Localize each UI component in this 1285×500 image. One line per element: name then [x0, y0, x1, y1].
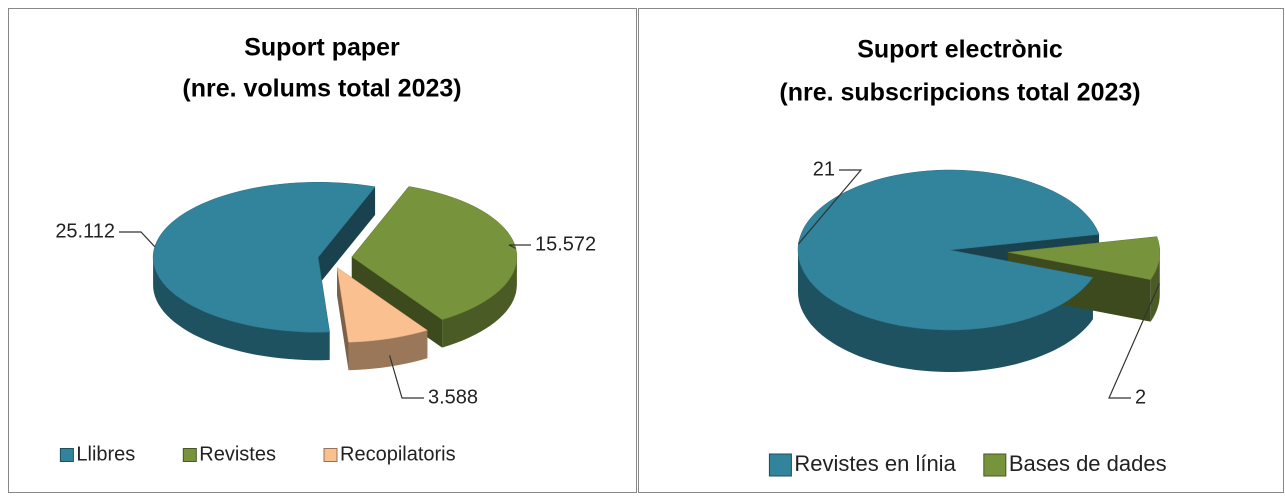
slice: [1007, 236, 1161, 280]
chart-title: Suport electrònic: [857, 36, 1063, 64]
legend-swatch: [182, 448, 197, 462]
slice-side: [348, 330, 428, 371]
slice: [152, 181, 376, 333]
legend-label: Revistes: [199, 443, 276, 465]
slice-side: [442, 256, 517, 348]
legend-label: Revistes en línia: [794, 451, 956, 476]
legend-label: Recopilatoris: [340, 443, 456, 465]
data-label: 25.112: [55, 220, 115, 242]
slice-side: [798, 250, 1093, 372]
slice-side: [337, 267, 349, 371]
legend-label: Bases de dades: [1009, 451, 1167, 476]
data-label: 21: [813, 158, 835, 180]
slice-side: [153, 257, 330, 361]
slice: [336, 266, 428, 343]
chart-title: (nre. subscripcions total 2023): [779, 79, 1140, 107]
legend-swatch: [983, 453, 1007, 477]
slice-side: [1150, 252, 1160, 322]
legend-label: Llibres: [76, 443, 135, 465]
data-label: 15.572: [535, 233, 596, 255]
chart-title: (nre. volums total 2023): [182, 75, 461, 103]
legend-swatch: [323, 448, 338, 462]
leader-line: [508, 244, 531, 249]
data-label: 3.588: [428, 386, 478, 408]
chart-title: Suport paper: [244, 34, 400, 62]
legend-swatch: [768, 453, 792, 477]
leader-line: [389, 355, 424, 399]
legend-swatch: [59, 448, 74, 462]
leader-line: [1108, 283, 1160, 399]
leader-line: [797, 169, 863, 245]
data-label: 2: [1135, 386, 1146, 408]
leader-line: [119, 231, 156, 248]
slice-side: [318, 186, 376, 286]
